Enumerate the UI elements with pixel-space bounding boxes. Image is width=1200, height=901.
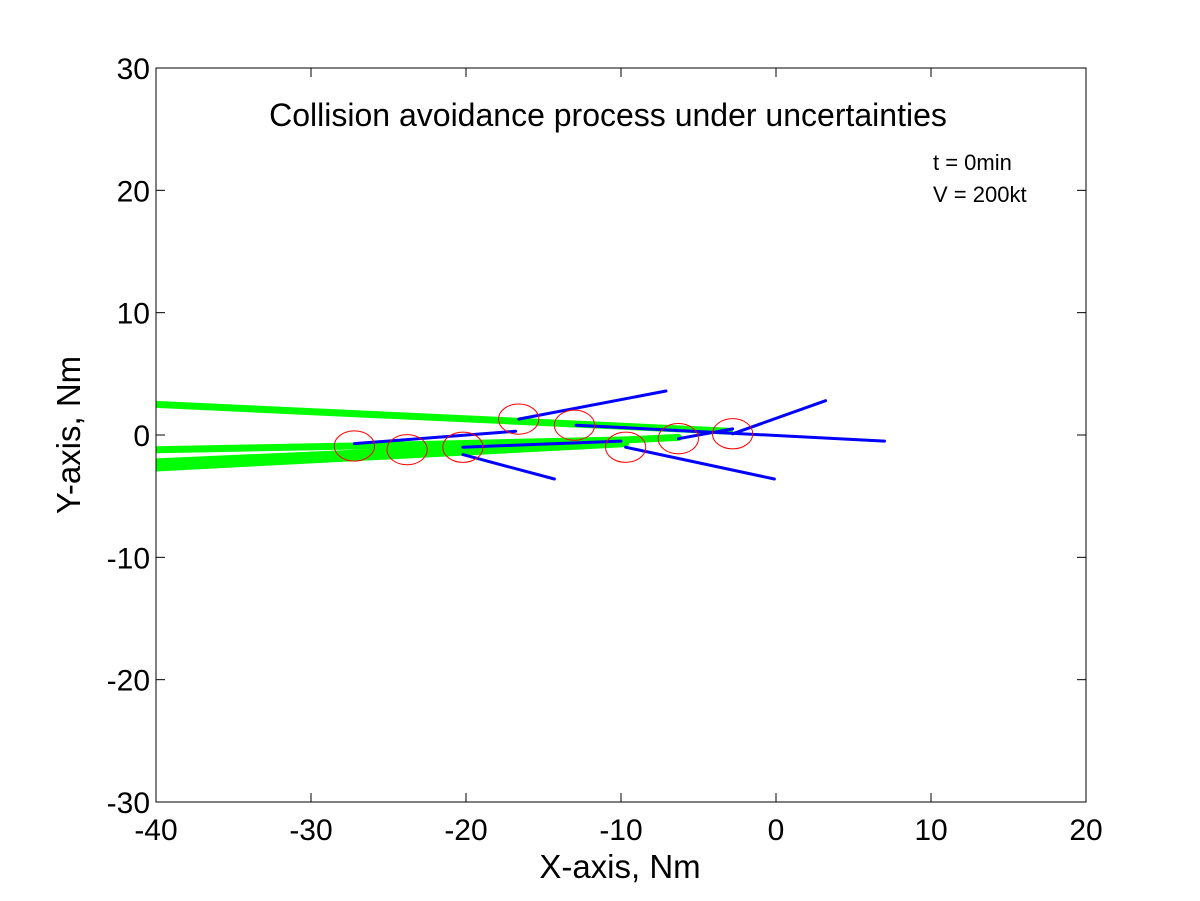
y-tick-label: 10 — [117, 298, 150, 331]
y-tick-label: 20 — [117, 175, 150, 208]
x-tick-label: 0 — [768, 814, 785, 847]
uncertainty-circle — [553, 409, 596, 441]
series-track-lower-2 — [156, 440, 630, 472]
uncertainty-circle — [386, 434, 428, 466]
uncertainty-circle — [657, 423, 699, 455]
y-tick-label: -20 — [107, 665, 150, 698]
series-aircraft-7-planned — [676, 427, 735, 441]
y-tick-label: -10 — [107, 542, 150, 575]
uncertainty-circle — [442, 431, 484, 463]
series-aircraft-2-planned — [517, 389, 668, 421]
series-aircraft-1-planned — [352, 429, 518, 446]
annotation-speed: V = 200kt — [933, 182, 1027, 207]
y-tick-label: 0 — [133, 420, 150, 453]
series-track-upper — [156, 400, 733, 435]
series-aircraft-5-planned — [461, 439, 623, 449]
x-tick-label: 20 — [1069, 814, 1102, 847]
x-tick-label: -40 — [134, 814, 177, 847]
uncertainty-circle — [605, 431, 647, 463]
uncertainty-circle — [711, 418, 754, 450]
series-aircraft-3-planned — [574, 423, 886, 443]
annotation-time: t = 0min — [933, 150, 1012, 175]
ticks — [155, 67, 1087, 803]
x-tick-label: 10 — [914, 814, 947, 847]
series-aircraft-6-planned — [624, 445, 776, 481]
x-tick-label: -30 — [289, 814, 332, 847]
chart-title: Collision avoidance process under uncert… — [269, 97, 947, 133]
x-tick-label: -10 — [599, 814, 642, 847]
y-axis-label: Y-axis, Nm — [50, 356, 87, 514]
x-axis-label: X-axis, Nm — [539, 848, 700, 885]
series-aircraft-8-planned — [731, 399, 828, 436]
uncertainty-circle — [498, 403, 540, 435]
plot-area — [156, 389, 886, 481]
y-tick-label: -30 — [107, 787, 150, 820]
uncertainty-circle — [333, 430, 376, 462]
x-tick-label: -20 — [444, 814, 487, 847]
plot-content — [156, 389, 886, 481]
series-aircraft-4-planned — [461, 453, 556, 481]
y-tick-label: 30 — [117, 53, 150, 86]
